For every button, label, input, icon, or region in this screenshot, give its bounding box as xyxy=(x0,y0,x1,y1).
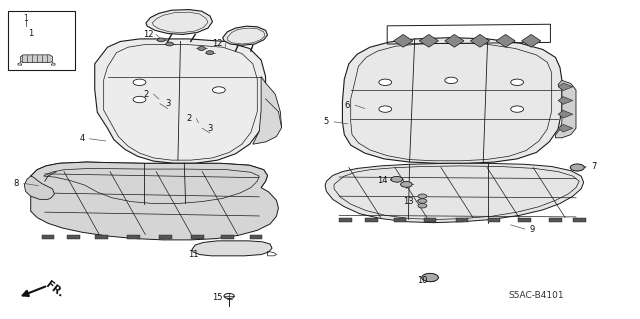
Text: 2: 2 xyxy=(143,90,148,99)
Polygon shape xyxy=(24,176,54,199)
Text: 6: 6 xyxy=(345,101,350,110)
Polygon shape xyxy=(419,34,438,47)
Circle shape xyxy=(570,164,584,171)
Polygon shape xyxy=(488,218,500,222)
Polygon shape xyxy=(394,218,406,222)
Polygon shape xyxy=(31,162,268,208)
Polygon shape xyxy=(42,235,54,239)
Text: 3: 3 xyxy=(165,99,170,108)
Text: FR.: FR. xyxy=(44,280,65,300)
Circle shape xyxy=(401,182,412,187)
Circle shape xyxy=(133,96,146,103)
Circle shape xyxy=(418,194,427,198)
Text: 15: 15 xyxy=(212,293,223,302)
Circle shape xyxy=(418,199,427,203)
Circle shape xyxy=(157,38,165,42)
Polygon shape xyxy=(95,39,266,163)
Polygon shape xyxy=(496,34,515,47)
Polygon shape xyxy=(556,80,576,138)
Polygon shape xyxy=(342,38,562,163)
Circle shape xyxy=(212,87,225,93)
Polygon shape xyxy=(522,34,541,47)
Text: 14: 14 xyxy=(378,176,388,185)
Circle shape xyxy=(379,106,392,112)
Polygon shape xyxy=(159,235,172,239)
Polygon shape xyxy=(365,218,378,222)
Polygon shape xyxy=(250,235,262,239)
Text: 13: 13 xyxy=(403,197,413,206)
Circle shape xyxy=(422,273,438,282)
Polygon shape xyxy=(339,218,352,222)
Text: 12: 12 xyxy=(212,39,223,48)
Polygon shape xyxy=(192,241,272,256)
Text: 4: 4 xyxy=(79,134,84,143)
Polygon shape xyxy=(445,34,464,47)
Polygon shape xyxy=(127,235,140,239)
Text: 2: 2 xyxy=(186,114,191,123)
Circle shape xyxy=(198,47,205,50)
Polygon shape xyxy=(424,218,436,222)
Circle shape xyxy=(418,204,427,208)
Circle shape xyxy=(166,42,173,46)
Text: 12: 12 xyxy=(143,30,154,39)
Circle shape xyxy=(511,79,524,85)
Text: 10: 10 xyxy=(417,276,428,285)
Text: 9: 9 xyxy=(530,225,535,234)
Text: 5: 5 xyxy=(324,117,329,126)
Polygon shape xyxy=(223,26,268,45)
Polygon shape xyxy=(456,218,468,222)
Polygon shape xyxy=(146,10,212,34)
Circle shape xyxy=(445,77,458,84)
Polygon shape xyxy=(20,55,52,63)
Polygon shape xyxy=(31,162,278,240)
Text: S5AC-B4101: S5AC-B4101 xyxy=(509,291,564,300)
Polygon shape xyxy=(549,218,562,222)
Circle shape xyxy=(391,176,403,182)
Polygon shape xyxy=(325,163,584,223)
Polygon shape xyxy=(558,110,573,118)
Circle shape xyxy=(379,79,392,85)
Text: 3: 3 xyxy=(207,124,212,133)
Text: 11: 11 xyxy=(188,250,198,259)
Polygon shape xyxy=(573,218,586,222)
Polygon shape xyxy=(191,235,204,239)
Polygon shape xyxy=(558,83,573,91)
Text: 1: 1 xyxy=(28,29,33,38)
Circle shape xyxy=(133,79,146,85)
Circle shape xyxy=(206,51,214,55)
Polygon shape xyxy=(518,218,531,222)
Polygon shape xyxy=(67,235,80,239)
Circle shape xyxy=(511,106,524,112)
Polygon shape xyxy=(253,77,282,144)
Polygon shape xyxy=(558,97,573,104)
Text: 8: 8 xyxy=(13,179,19,188)
Text: 1: 1 xyxy=(23,14,28,23)
Polygon shape xyxy=(558,124,573,132)
Polygon shape xyxy=(221,235,234,239)
Polygon shape xyxy=(394,34,413,47)
Bar xyxy=(8,11,75,70)
Polygon shape xyxy=(95,235,108,239)
Polygon shape xyxy=(470,34,490,47)
Text: 7: 7 xyxy=(591,162,596,171)
